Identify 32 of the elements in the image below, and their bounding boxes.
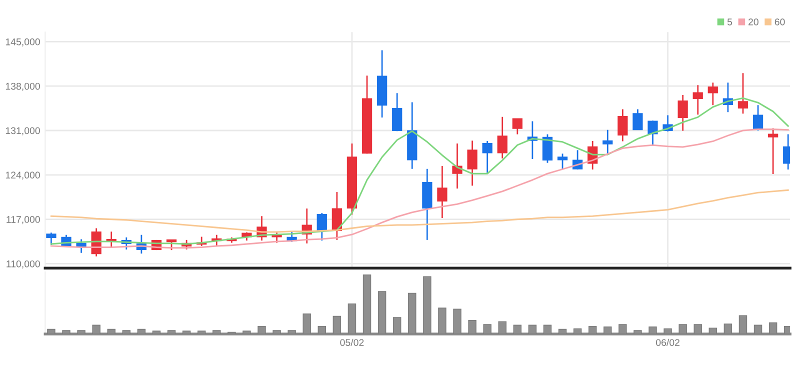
candlestick — [512, 118, 522, 135]
y-tick-label: 138,000 — [6, 82, 40, 91]
y-tick-label: 110,000 — [6, 260, 40, 268]
candlestick — [392, 92, 402, 132]
candlestick — [46, 232, 56, 246]
candlestick — [437, 165, 448, 219]
x-tick-label: 05/02 — [340, 338, 364, 346]
candlestick — [467, 140, 478, 186]
candlestick — [542, 134, 553, 164]
y-tick-label: 131,000 — [6, 127, 40, 136]
candlestick — [632, 108, 643, 130]
y-tick-label: 124,000 — [6, 172, 40, 180]
candlestick — [708, 82, 718, 106]
candlestick — [768, 128, 778, 175]
candlestick — [752, 104, 764, 132]
candlestick — [678, 94, 688, 132]
y-tick-label: 117,000 — [6, 216, 40, 224]
y-tick-label: 145,000 — [6, 38, 40, 46]
candlestick — [602, 129, 613, 154]
candlestick — [738, 72, 748, 114]
legend-label: 60 — [774, 18, 785, 26]
candlestick — [497, 116, 508, 160]
candlestick — [618, 108, 628, 142]
candlestick — [557, 152, 568, 170]
candlestick — [166, 239, 177, 251]
candlestick — [692, 84, 703, 116]
candlestick — [648, 120, 658, 146]
candlestick — [316, 212, 327, 242]
legend-label: 20 — [748, 18, 758, 26]
x-tick-label: 06/02 — [656, 338, 680, 346]
legend-label: 5 — [727, 18, 732, 26]
candlestick — [482, 140, 492, 174]
